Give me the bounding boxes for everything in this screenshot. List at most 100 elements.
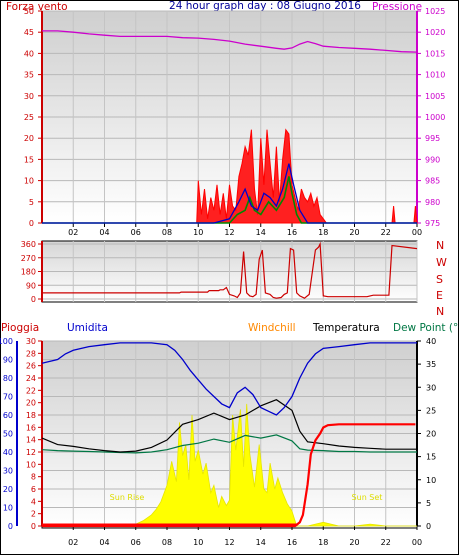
top-left-tick-label: 25 bbox=[24, 113, 34, 122]
legend-humidity: Umidita bbox=[67, 322, 108, 334]
rain-tick-label: 16 bbox=[26, 423, 36, 432]
bottom-axes: 0102030405060708090100024681012141618202… bbox=[0, 337, 436, 547]
top-right-tick-label: 1025 bbox=[425, 7, 445, 16]
top-right-tick-label: 980 bbox=[425, 198, 440, 207]
bottom-x-tick-label: 08 bbox=[162, 538, 172, 547]
top-x-tick-label: 08 bbox=[162, 228, 172, 237]
top-x-tick-label: 02 bbox=[68, 228, 78, 237]
top-x-tick-label: 12 bbox=[224, 228, 234, 237]
bottom-x-tick-label: 06 bbox=[131, 538, 141, 547]
rain-tick-label: 6 bbox=[31, 485, 36, 494]
top-x-tick-label: 22 bbox=[381, 228, 391, 237]
bottom-data bbox=[41, 342, 417, 528]
bottom-x-tick-label: 04 bbox=[99, 538, 109, 547]
legend-rain: Pioggia bbox=[1, 322, 39, 334]
top-title-pressure: Pressione bbox=[372, 1, 422, 13]
top-right-tick-label: 985 bbox=[425, 177, 440, 186]
top-title-date: 24 hour graph day : 08 Giugno 2016 bbox=[169, 0, 361, 12]
top-left-tick-label: 50 bbox=[24, 7, 34, 16]
humidity-tick-label: 10 bbox=[3, 504, 13, 513]
top-left-tick-label: 10 bbox=[24, 177, 34, 186]
rain-tick-label: 8 bbox=[31, 473, 36, 482]
temp-tick-label: 5 bbox=[426, 499, 431, 508]
top-left-tick-label: 15 bbox=[24, 155, 34, 164]
sunset-label: Sun Set bbox=[352, 493, 383, 502]
top-right-tick-label: 990 bbox=[425, 155, 440, 164]
bottom-x-tick-label: 10 bbox=[193, 538, 203, 547]
sunrise-label: Sun Rise bbox=[110, 493, 145, 502]
top-left-tick-label: 45 bbox=[24, 28, 34, 37]
temp-tick-label: 15 bbox=[426, 453, 436, 462]
rain-tick-label: 4 bbox=[31, 497, 36, 506]
top-x-tick-label: 14 bbox=[256, 228, 266, 237]
humidity-tick-label: 90 bbox=[3, 356, 13, 365]
rain-tick-label: 14 bbox=[26, 436, 36, 445]
humidity-tick-label: 20 bbox=[3, 485, 13, 494]
top-right-tick-label: 995 bbox=[425, 134, 440, 143]
bottom-x-tick-label: 22 bbox=[381, 538, 391, 547]
mid-tick-label: 360 bbox=[21, 240, 36, 249]
series-wind-speed bbox=[42, 128, 418, 224]
top-left-tick-label: 35 bbox=[24, 71, 34, 80]
top-left-tick-label: 30 bbox=[24, 92, 34, 101]
bottom-x-tick-label: 00 bbox=[412, 538, 422, 547]
top-right-tick-label: 1000 bbox=[425, 113, 445, 122]
rain-tick-label: 26 bbox=[26, 362, 36, 371]
series-solar-radiation bbox=[42, 403, 417, 527]
rain-tick-label: 30 bbox=[26, 337, 36, 346]
rain-tick-label: 20 bbox=[26, 399, 36, 408]
bottom-x-tick-label: 14 bbox=[256, 538, 266, 547]
humidity-tick-label: 40 bbox=[3, 448, 13, 457]
rain-tick-label: 22 bbox=[26, 386, 36, 395]
top-data bbox=[42, 30, 418, 224]
rain-tick-label: 0 bbox=[31, 522, 36, 531]
top-x-tick-label: 16 bbox=[287, 228, 297, 237]
mid-tick-label: 90 bbox=[26, 281, 36, 290]
temp-tick-label: 30 bbox=[426, 383, 436, 392]
bottom-x-tick-label: 16 bbox=[287, 538, 297, 547]
legend-windchill: Windchill bbox=[248, 322, 296, 334]
bottom-x-tick-label: 18 bbox=[318, 538, 328, 547]
series-dewpoint bbox=[41, 434, 417, 454]
top-right-tick-label: 1010 bbox=[425, 71, 445, 80]
top-left-tick-label: 40 bbox=[24, 49, 34, 58]
bottom-x-tick-label: 12 bbox=[224, 538, 234, 547]
series-wind-direction bbox=[42, 241, 418, 299]
temp-tick-label: 25 bbox=[426, 406, 436, 415]
mid-tick-label: 270 bbox=[21, 254, 36, 263]
top-x-tick-label: 04 bbox=[99, 228, 109, 237]
top-x-tick-label: 18 bbox=[318, 228, 328, 237]
rain-tick-label: 18 bbox=[26, 411, 36, 420]
top-right-tick-label: 1020 bbox=[425, 28, 445, 37]
mid-tick-label: 0 bbox=[31, 295, 36, 304]
temp-tick-label: 35 bbox=[426, 360, 436, 369]
top-right-tick-label: 1005 bbox=[425, 92, 445, 101]
series-humidity bbox=[41, 342, 417, 416]
mid-tick-label: 180 bbox=[21, 268, 36, 277]
humidity-tick-label: 60 bbox=[3, 411, 13, 420]
mid-axes: 0 90 180 270 360 bbox=[21, 240, 418, 304]
top-title-wind: Forza vento bbox=[6, 1, 68, 13]
compass-w: W bbox=[436, 256, 447, 269]
temp-tick-label: 10 bbox=[426, 476, 436, 485]
rain-tick-label: 2 bbox=[31, 510, 36, 519]
top-left-tick-label: 5 bbox=[29, 198, 34, 207]
top-x-tick-label: 06 bbox=[131, 228, 141, 237]
humidity-tick-label: 80 bbox=[3, 374, 13, 383]
humidity-tick-label: 50 bbox=[3, 430, 13, 439]
bottom-x-tick-label: 20 bbox=[349, 538, 359, 547]
rain-tick-label: 12 bbox=[26, 448, 36, 457]
legend-dewpoint: Dew Point (°C bbox=[393, 322, 459, 334]
bottom-x-tick-label: 02 bbox=[68, 538, 78, 547]
top-right-tick-label: 1015 bbox=[425, 49, 445, 58]
temp-tick-label: 40 bbox=[426, 337, 436, 346]
compass-s: S bbox=[436, 273, 443, 286]
legend-temperature: Temperatura bbox=[312, 322, 380, 334]
series-temperature bbox=[41, 399, 417, 453]
top-left-tick-label: 20 bbox=[24, 134, 34, 143]
series-wind-average bbox=[42, 163, 417, 224]
humidity-tick-label: 70 bbox=[3, 393, 13, 402]
temp-tick-label: 0 bbox=[426, 522, 431, 531]
series-pressure bbox=[42, 30, 418, 53]
